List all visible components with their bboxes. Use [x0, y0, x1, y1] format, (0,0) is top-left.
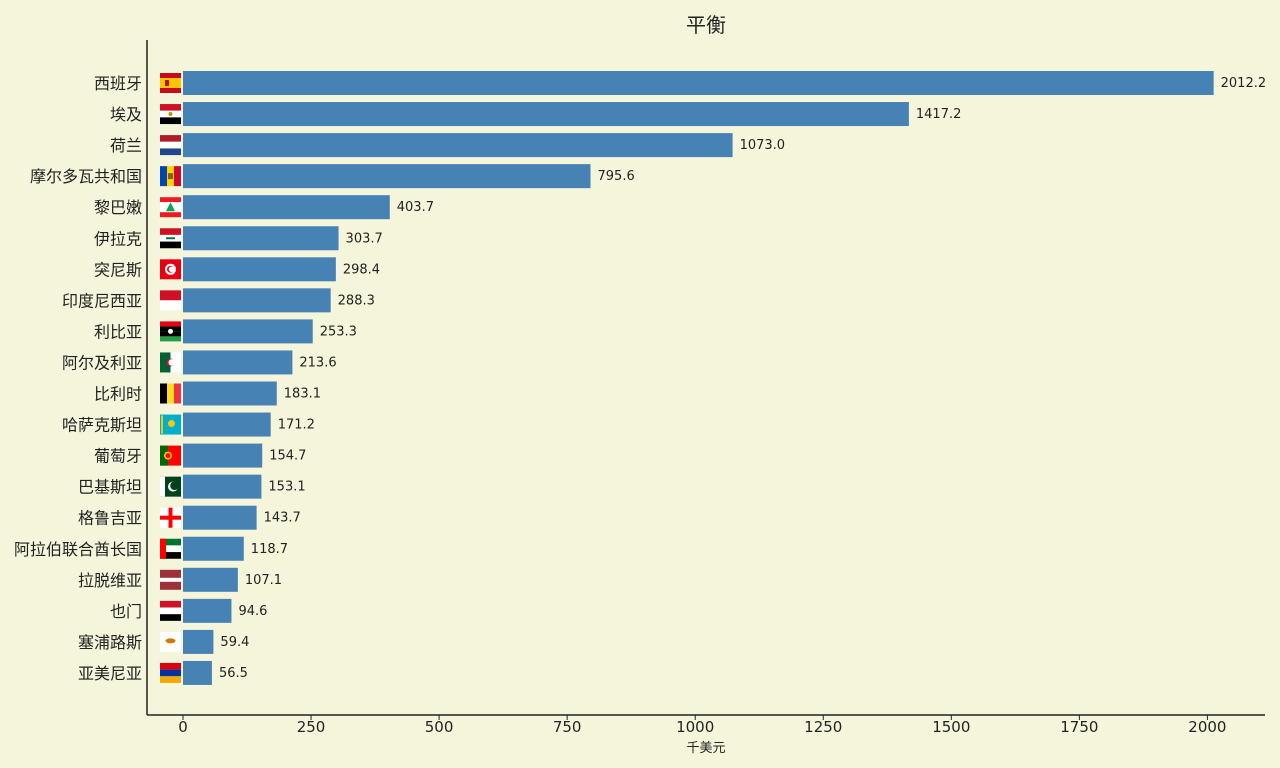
bar	[183, 598, 232, 623]
x-tick-label: 500	[425, 718, 454, 736]
value-label: 288.3	[338, 293, 375, 308]
x-tick-label: 2000	[1188, 718, 1226, 736]
category-labels-group: 西班牙埃及荷兰摩尔多瓦共和国黎巴嫩伊拉克突尼斯印度尼西亚利比亚阿尔及利亚比利时哈…	[14, 74, 142, 683]
bar	[183, 133, 733, 158]
bar	[183, 381, 277, 406]
bar	[183, 71, 1214, 95]
value-label: 59.4	[220, 635, 249, 650]
cyprus-flag-icon	[160, 631, 181, 652]
uae-flag-icon	[160, 538, 181, 559]
egypt-flag-icon	[160, 104, 181, 125]
value-label: 56.5	[219, 666, 248, 681]
tunisia-flag-icon	[160, 259, 181, 280]
x-tick-label: 750	[553, 718, 582, 736]
portugal-flag-icon	[160, 445, 181, 466]
algeria-flag-icon	[160, 352, 181, 373]
value-label: 1417.2	[916, 107, 962, 122]
bar	[183, 536, 244, 561]
category-label: 阿尔及利亚	[62, 353, 142, 372]
category-label: 突尼斯	[94, 260, 142, 279]
value-label: 171.2	[278, 418, 315, 433]
bar	[183, 412, 271, 437]
value-label: 94.6	[238, 604, 267, 619]
bar	[183, 257, 336, 282]
bar	[183, 350, 293, 375]
bar	[183, 567, 238, 592]
value-label: 403.7	[397, 200, 434, 215]
bar	[183, 443, 263, 468]
bar	[183, 629, 214, 654]
category-label: 阿拉伯联合酋长国	[14, 540, 142, 559]
category-label: 哈萨克斯坦	[62, 416, 142, 435]
category-label: 黎巴嫩	[94, 198, 142, 217]
category-label: 荷兰	[110, 136, 142, 155]
category-label: 埃及	[110, 105, 142, 124]
x-axis: 0 250 500 750 1000 1250 1500 1750 2000	[147, 714, 1265, 736]
x-tick-label: 250	[297, 718, 326, 736]
value-label: 303.7	[346, 231, 383, 246]
netherlands-flag-icon	[160, 135, 181, 156]
x-tick-label: 1250	[804, 718, 842, 736]
flags-group	[160, 73, 181, 683]
x-axis-label: 千美元	[686, 741, 725, 756]
kazakhstan-flag-icon	[160, 414, 181, 435]
bar	[183, 474, 262, 499]
x-tick-label: 1500	[932, 718, 970, 736]
category-label: 亚美尼亚	[78, 664, 142, 683]
bar	[183, 102, 909, 127]
bar	[183, 660, 212, 685]
value-label: 2012.2	[1221, 76, 1267, 91]
bar	[183, 288, 331, 313]
category-label: 摩尔多瓦共和国	[30, 167, 142, 186]
value-label: 298.4	[343, 262, 380, 277]
value-label: 253.3	[320, 324, 357, 339]
x-tick-label: 0	[178, 718, 188, 736]
category-label: 比利时	[94, 385, 142, 404]
category-label: 葡萄牙	[94, 447, 142, 466]
belgium-flag-icon	[160, 383, 181, 404]
georgia-flag-icon	[160, 507, 181, 528]
category-label: 格鲁吉亚	[78, 509, 142, 528]
value-label: 183.1	[284, 387, 321, 402]
value-label: 213.6	[299, 355, 336, 370]
category-label: 拉脱维亚	[78, 571, 142, 590]
chart-title: 平衡	[686, 13, 726, 37]
latvia-flag-icon	[160, 569, 181, 590]
value-label: 143.7	[264, 511, 301, 526]
yemen-flag-icon	[160, 600, 181, 621]
category-label: 印度尼西亚	[62, 291, 142, 310]
value-label: 795.6	[598, 169, 635, 184]
bar	[183, 505, 257, 530]
category-label: 塞浦路斯	[78, 633, 142, 652]
bar	[183, 319, 313, 344]
bars-group	[183, 71, 1214, 685]
pakistan-flag-icon	[160, 476, 181, 497]
lebanon-flag-icon	[160, 197, 181, 218]
value-label: 118.7	[251, 542, 288, 557]
libya-flag-icon	[160, 321, 181, 342]
value-label: 1073.0	[740, 138, 786, 153]
value-labels-group: 2012.2 1417.2 1073.0 795.6 403.7 303.7 298.4 28…	[219, 76, 1266, 681]
iraq-flag-icon	[160, 228, 181, 249]
value-label: 107.1	[245, 573, 282, 588]
category-label: 伊拉克	[94, 229, 142, 248]
category-label: 利比亚	[94, 322, 142, 341]
bar	[183, 164, 591, 189]
x-tick-label: 1000	[676, 718, 714, 736]
spain-flag-icon	[160, 73, 181, 93]
category-label: 巴基斯坦	[78, 478, 142, 497]
moldova-flag-icon	[160, 166, 181, 187]
value-label: 153.1	[268, 480, 305, 495]
x-tick-label: 1750	[1060, 718, 1098, 736]
bar	[183, 226, 339, 251]
armenia-flag-icon	[160, 662, 181, 683]
category-label: 也门	[110, 602, 142, 621]
indonesia-flag-icon	[160, 290, 181, 311]
bar	[183, 195, 390, 220]
value-label: 154.7	[269, 449, 306, 464]
category-label: 西班牙	[94, 74, 142, 93]
